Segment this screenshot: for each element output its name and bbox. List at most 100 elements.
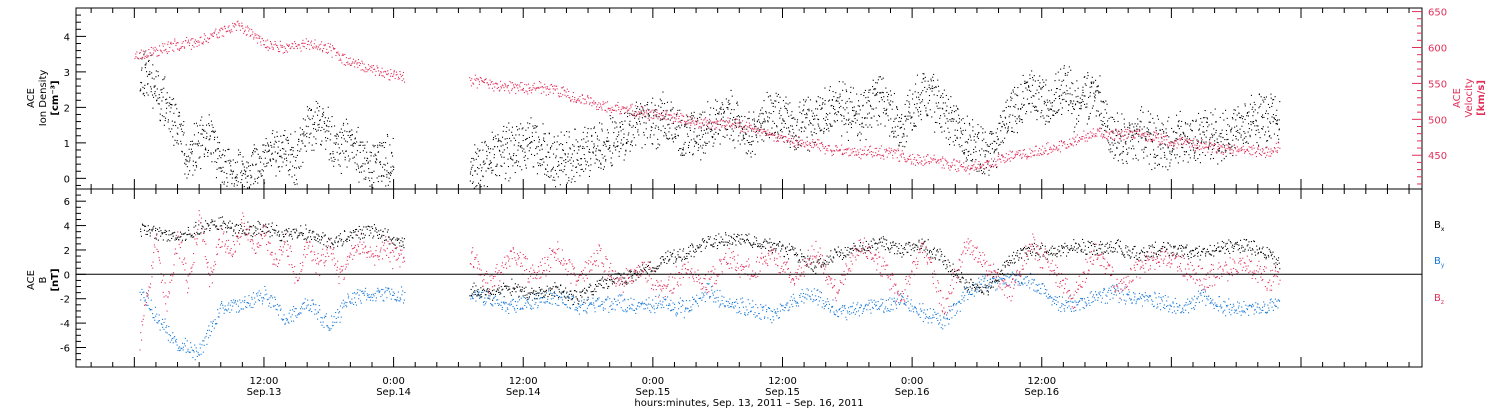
density-point: [524, 155, 526, 157]
density-point: [562, 144, 564, 146]
density-point: [958, 118, 960, 120]
velocity-point: [235, 29, 237, 31]
density-point: [1240, 136, 1242, 138]
velocity-point: [857, 149, 859, 151]
density-point: [549, 148, 551, 150]
velocity-point: [1122, 135, 1124, 137]
density-point: [1211, 148, 1213, 150]
velocity-point: [696, 123, 698, 125]
velocity-point: [517, 87, 519, 89]
density-point: [1005, 101, 1007, 103]
density-point: [753, 111, 755, 113]
density-point: [469, 180, 471, 182]
density-point: [175, 125, 177, 127]
density-point: [1156, 164, 1158, 166]
velocity-point: [1124, 131, 1126, 133]
velocity-point: [212, 35, 214, 37]
velocity-point: [485, 78, 487, 80]
density-point: [1078, 120, 1080, 122]
velocity-point: [507, 84, 509, 86]
by-point: [167, 339, 169, 341]
velocity-point: [637, 113, 639, 115]
velocity-point: [158, 54, 160, 56]
density-point: [883, 101, 885, 103]
velocity-point: [1151, 140, 1153, 142]
velocity-point: [1125, 128, 1127, 130]
density-point: [1267, 103, 1269, 105]
density-point: [1202, 117, 1204, 119]
density-point: [907, 118, 909, 120]
density-point: [827, 118, 829, 120]
velocity-point: [998, 154, 1000, 156]
density-point: [580, 169, 582, 171]
density-point: [387, 184, 389, 186]
density-point: [618, 155, 620, 157]
density-point: [359, 151, 361, 153]
density-point: [506, 138, 508, 140]
density-point: [358, 181, 360, 183]
density-point: [180, 125, 182, 127]
density-point: [953, 105, 955, 107]
density-point: [343, 138, 345, 140]
velocity-point: [239, 29, 241, 31]
density-point: [1229, 143, 1231, 145]
velocity-point: [571, 99, 573, 101]
density-point: [1089, 112, 1091, 114]
density-point: [1101, 123, 1103, 125]
density-point: [269, 158, 271, 160]
density-point: [1140, 137, 1142, 139]
velocity-point: [491, 81, 493, 83]
velocity-point: [488, 83, 490, 85]
density-point: [977, 124, 979, 126]
density-point: [720, 113, 722, 115]
density-point: [264, 182, 266, 184]
velocity-point: [401, 80, 403, 82]
density-point: [1058, 79, 1060, 81]
density-point: [610, 162, 612, 164]
density-point: [602, 168, 604, 170]
velocity-point: [806, 144, 808, 146]
density-point: [1037, 110, 1039, 112]
density-point: [788, 127, 790, 129]
density-point: [718, 111, 720, 113]
density-point: [263, 144, 265, 146]
velocity-point: [357, 66, 359, 68]
density-point: [760, 126, 762, 128]
velocity-point: [1073, 138, 1075, 140]
density-point: [719, 129, 721, 131]
velocity-point: [1153, 139, 1155, 141]
velocity-point: [1189, 146, 1191, 148]
velocity-point: [1133, 136, 1135, 138]
velocity-point: [942, 164, 944, 166]
velocity-point: [228, 25, 230, 27]
velocity-point: [971, 165, 973, 167]
density-point: [706, 142, 708, 144]
density-point: [667, 118, 669, 120]
density-point: [881, 91, 883, 93]
density-point: [988, 174, 990, 176]
density-point: [817, 123, 819, 125]
velocity-point: [1232, 152, 1234, 154]
density-point: [1228, 143, 1230, 145]
density-point: [341, 137, 343, 139]
density-point: [289, 161, 291, 163]
velocity-point: [347, 61, 349, 63]
density-point: [1200, 118, 1202, 120]
density-point: [301, 129, 303, 131]
velocity-point: [697, 119, 699, 121]
velocity-point: [822, 144, 824, 146]
density-point: [916, 96, 918, 98]
density-point: [574, 181, 576, 183]
density-point: [321, 116, 323, 118]
velocity-point: [764, 131, 766, 133]
velocity-point: [488, 87, 490, 89]
density-point: [220, 167, 222, 169]
velocity-point: [217, 37, 219, 39]
density-point: [1092, 82, 1094, 84]
density-point: [623, 159, 625, 161]
density-point: [1228, 142, 1230, 144]
density-point: [723, 112, 725, 114]
density-point: [619, 122, 621, 124]
velocity-point: [253, 38, 255, 40]
velocity-point: [1179, 138, 1181, 140]
